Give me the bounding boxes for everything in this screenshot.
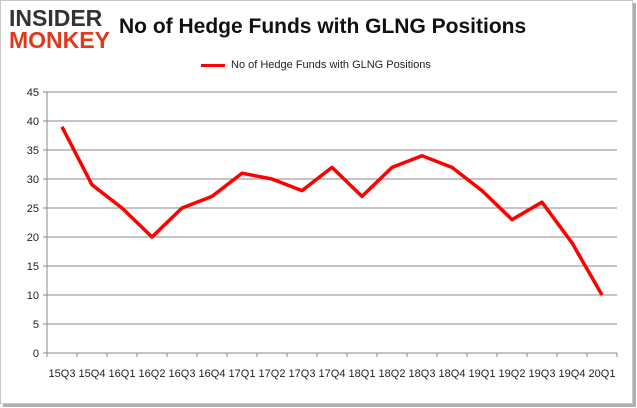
x-tick-label: 17Q2 bbox=[259, 368, 286, 380]
y-tick-label: 30 bbox=[27, 174, 39, 186]
x-tick-label: 15Q3 bbox=[49, 368, 76, 380]
x-tick-label: 20Q1 bbox=[589, 368, 616, 380]
y-tick-label: 25 bbox=[27, 203, 39, 215]
x-tick-label: 18Q1 bbox=[349, 368, 376, 380]
legend: No of Hedge Funds with GLNG Positions bbox=[201, 59, 431, 71]
x-tick-label: 16Q3 bbox=[169, 368, 196, 380]
x-tick-label: 17Q3 bbox=[289, 368, 316, 380]
y-tick-label: 10 bbox=[27, 290, 39, 302]
logo-line2: MONKEY bbox=[9, 27, 110, 53]
y-tick-label: 20 bbox=[27, 232, 39, 244]
y-tick-label: 0 bbox=[33, 348, 39, 360]
y-tick-label: 45 bbox=[27, 87, 39, 99]
plot-area: 0 5 10 15 20 25 30 35 40 45 15Q3 15Q4 16Q1 16Q2 16Q3 16… bbox=[27, 87, 618, 380]
x-tick-label: 17Q1 bbox=[229, 368, 256, 380]
y-tick-label: 5 bbox=[33, 319, 39, 331]
x-tick-label: 19Q1 bbox=[469, 368, 496, 380]
x-tick-label: 19Q3 bbox=[529, 368, 556, 380]
x-tick-label: 17Q4 bbox=[319, 368, 346, 380]
y-tick-label: 15 bbox=[27, 261, 39, 273]
x-tick-label: 19Q2 bbox=[499, 368, 526, 380]
y-tick-label: 40 bbox=[27, 116, 39, 128]
insider-monkey-logo: INSIDER MONKEY bbox=[9, 5, 119, 53]
x-tick-label: 16Q1 bbox=[109, 368, 136, 380]
y-tick-label: 35 bbox=[27, 145, 39, 157]
logo-line1: INSIDER bbox=[9, 5, 103, 31]
x-tick-label: 18Q2 bbox=[379, 368, 406, 380]
legend-swatch bbox=[201, 63, 225, 67]
x-tick-label: 19Q4 bbox=[559, 368, 586, 380]
x-tick-label: 18Q4 bbox=[439, 368, 466, 380]
x-tick-label: 16Q4 bbox=[199, 368, 226, 380]
series-line bbox=[60, 125, 604, 296]
x-tick-label: 15Q4 bbox=[79, 368, 106, 380]
legend-label: No of Hedge Funds with GLNG Positions bbox=[231, 59, 431, 71]
x-tick-label: 18Q3 bbox=[409, 368, 436, 380]
chart-title: No of Hedge Funds with GLNG Positions bbox=[119, 15, 527, 38]
x-tick-label: 16Q2 bbox=[139, 368, 166, 380]
